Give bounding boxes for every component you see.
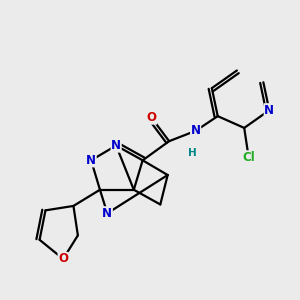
Text: H: H — [188, 148, 197, 158]
Text: N: N — [264, 104, 274, 117]
Text: N: N — [86, 154, 96, 167]
Text: O: O — [146, 111, 157, 124]
Text: O: O — [58, 252, 68, 266]
Text: N: N — [102, 207, 112, 220]
Text: N: N — [111, 139, 121, 152]
Text: N: N — [190, 124, 201, 137]
Text: Cl: Cl — [242, 151, 255, 164]
